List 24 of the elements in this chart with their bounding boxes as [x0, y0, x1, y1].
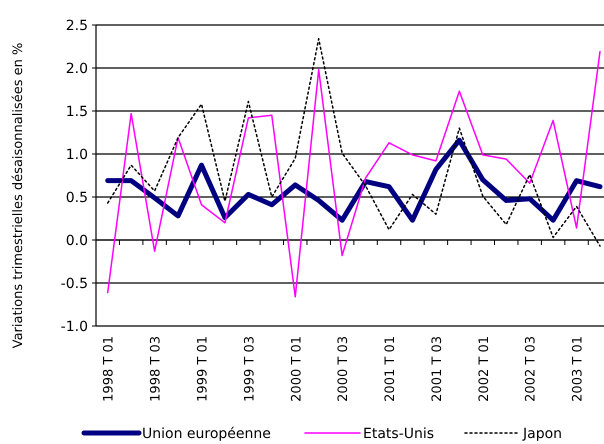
x-tick-label: 2001 T 01: [383, 336, 398, 402]
x-tick-label: 1998 T 03: [148, 336, 164, 402]
legend-label: Union européenne: [142, 426, 271, 442]
y-tick-label: 1.0: [66, 146, 88, 163]
y-tick-label: 1.5: [66, 104, 88, 120]
y-tick-label: 2.5: [66, 18, 88, 34]
x-tick-label: 1999 T 03: [242, 336, 258, 402]
x-tick-label: 1998 T 01: [102, 336, 117, 402]
y-tick-label: 2.0: [66, 60, 88, 77]
x-tick-label: 2000 T 01: [289, 336, 304, 402]
x-tick-label: 2000 T 03: [336, 336, 352, 402]
y-tick-label: 0.5: [66, 190, 88, 206]
x-tick-label: 1999 T 01: [195, 336, 210, 402]
legend-label: Japon: [522, 426, 562, 442]
x-tick-label: 2003 T 01: [570, 336, 586, 402]
y-tick-label: 0.0: [66, 232, 88, 249]
x-tick-label: 2002 T 01: [476, 336, 492, 402]
y-tick-label: -1.0: [60, 318, 88, 335]
x-tick-label: 2002 T 03: [524, 336, 539, 402]
line-series: [106, 50, 601, 298]
legend-label: Etats-Unis: [363, 426, 434, 442]
y-axis-title: Variations trimestrielles désaisonnalisées en %: [11, 42, 26, 348]
x-tick-label: 2001 T 03: [430, 336, 445, 402]
y-tick-label: -0.5: [60, 276, 88, 292]
